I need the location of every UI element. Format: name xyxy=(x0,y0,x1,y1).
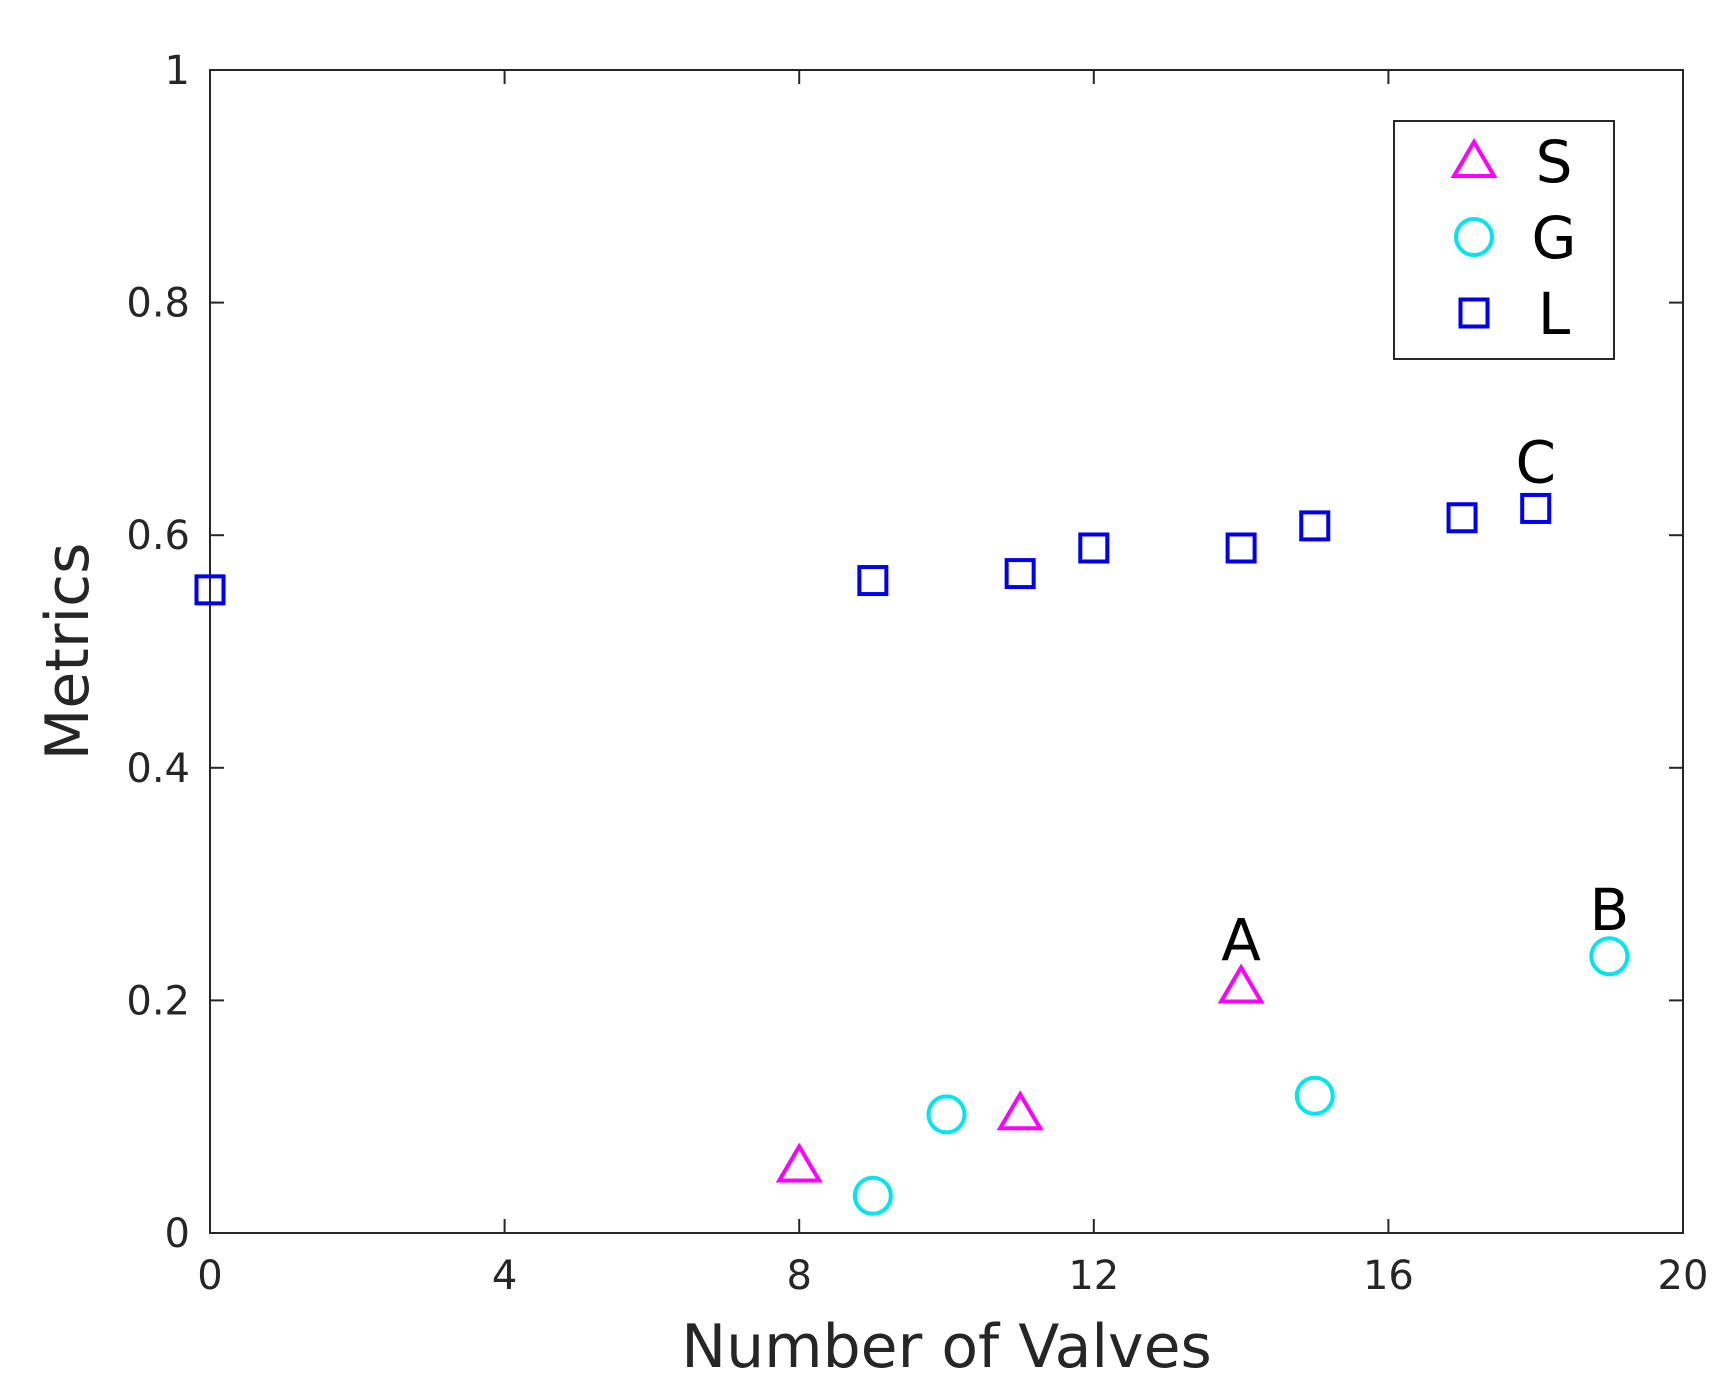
point-S xyxy=(775,1142,823,1183)
point-S xyxy=(1217,963,1265,1004)
point-G xyxy=(852,1175,893,1216)
legend-label: G xyxy=(1532,204,1577,272)
annotations: A B C xyxy=(1221,428,1629,974)
point-S xyxy=(996,1090,1044,1131)
x-tick-label: 12 xyxy=(1068,1253,1119,1299)
y-axis-title: Metrics xyxy=(33,543,103,761)
y-tick-labels: 0 0.2 0.4 0.6 0.8 1 xyxy=(126,48,190,1257)
y-tick-label: 0.8 xyxy=(126,281,190,327)
point-G xyxy=(1589,936,1630,977)
series-G xyxy=(852,936,1630,1216)
point-L xyxy=(194,574,226,606)
point-L xyxy=(1004,558,1036,590)
legend-label: L xyxy=(1538,280,1570,348)
y-tick-label: 0.2 xyxy=(126,978,190,1024)
series-S xyxy=(775,963,1265,1183)
point-L xyxy=(1446,502,1478,534)
x-tick-label: 20 xyxy=(1658,1253,1709,1299)
point-L xyxy=(1225,532,1257,564)
annotation-label: B xyxy=(1589,876,1629,944)
series-L xyxy=(194,492,1552,606)
legend-label: S xyxy=(1536,128,1573,196)
legend-marker-S xyxy=(1450,138,1498,178)
y-tick-label: 0.6 xyxy=(126,513,190,559)
x-axis-title: Number of Valves xyxy=(681,1312,1212,1382)
annotation-label: C xyxy=(1515,428,1556,496)
legend-marker-L xyxy=(1458,297,1490,329)
x-tick-labels: 0 4 8 12 16 20 xyxy=(197,1253,1708,1299)
x-tick-label: 8 xyxy=(786,1253,811,1299)
point-G xyxy=(926,1094,967,1135)
legend-marker-G xyxy=(1454,217,1494,257)
legend-item-L: L xyxy=(1458,280,1570,348)
point-L xyxy=(1299,510,1331,542)
y-tick-label: 0.4 xyxy=(126,746,190,792)
legend-item-S: S xyxy=(1450,128,1573,196)
y-tick-label: 1 xyxy=(165,48,190,94)
legend: SGL xyxy=(1393,120,1615,360)
annotation-label: A xyxy=(1221,906,1261,974)
axis-ticks xyxy=(209,69,1684,1234)
point-G xyxy=(1294,1075,1335,1116)
legend-box xyxy=(1393,120,1615,360)
point-L xyxy=(1078,532,1110,564)
x-tick-label: 0 xyxy=(197,1253,222,1299)
x-tick-label: 16 xyxy=(1363,1253,1414,1299)
x-tick-label: 4 xyxy=(492,1253,517,1299)
legend-item-G: G xyxy=(1454,204,1577,272)
point-L xyxy=(1520,492,1552,524)
data-points xyxy=(194,492,1630,1216)
y-tick-label: 0 xyxy=(165,1211,190,1257)
point-L xyxy=(857,565,889,597)
